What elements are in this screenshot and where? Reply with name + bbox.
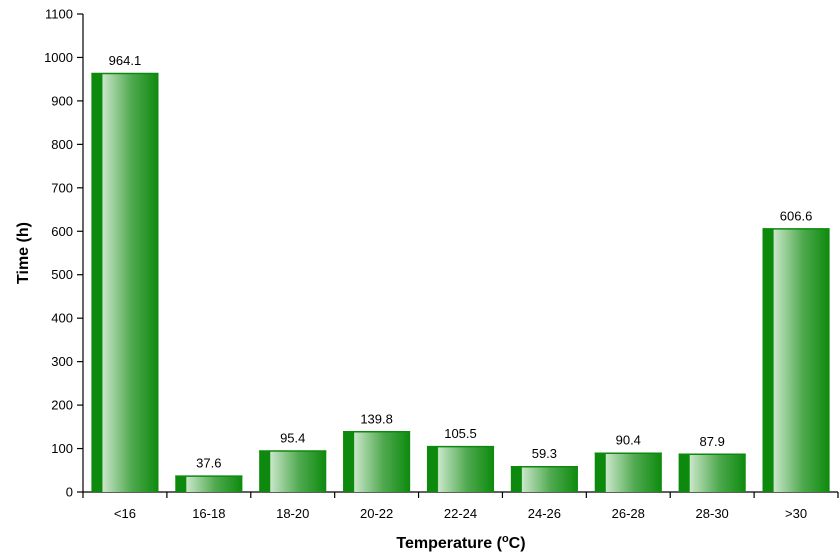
bar xyxy=(175,475,243,492)
bar-value-label: 95.4 xyxy=(280,431,305,446)
x-axis-title-main: Temperature ( xyxy=(396,535,502,552)
bars xyxy=(91,72,830,493)
bar-value-label: 59.3 xyxy=(532,446,557,461)
x-tick-label: 26-28 xyxy=(612,506,645,521)
x-tick-label: 22-24 xyxy=(444,506,477,521)
y-tick-label: 300 xyxy=(51,354,73,369)
bar xyxy=(510,466,578,492)
bar-value-label: 87.9 xyxy=(700,434,725,449)
x-tick-label: 18-20 xyxy=(276,506,309,521)
bar-value-label: 37.6 xyxy=(196,456,221,471)
x-axis-title: Temperature (oC) xyxy=(396,533,525,552)
y-tick-label: 800 xyxy=(51,137,73,152)
y-tick-label: 500 xyxy=(51,267,73,282)
y-tick-label: 1100 xyxy=(45,7,73,22)
y-tick-label: 1000 xyxy=(44,50,73,65)
x-tick-label: >30 xyxy=(785,506,807,521)
x-tick-label: 16-18 xyxy=(192,506,225,521)
bar xyxy=(678,453,746,492)
y-tick-label: 900 xyxy=(51,93,73,108)
bar xyxy=(259,450,327,492)
bar xyxy=(426,446,495,492)
bar-value-label: 964.1 xyxy=(109,53,142,68)
bar xyxy=(343,431,411,492)
data-labels: 964.1 37.6 95.4 139.8 105.5 59.3 90.4 87.9 606.6 xyxy=(109,53,813,471)
bar-value-label: 90.4 xyxy=(616,433,641,448)
y-tick-label: 200 xyxy=(51,398,73,413)
bar-value-label: 139.8 xyxy=(360,411,393,426)
x-tick-label: <16 xyxy=(114,506,136,521)
y-tick-label: 600 xyxy=(51,224,73,239)
y-axis-title: Time (h) xyxy=(15,222,32,284)
x-tick-label: 24-26 xyxy=(528,506,561,521)
y-ticks: 0 100 200 300 400 500 600 700 800 900 1000 1100 xyxy=(44,7,83,500)
bar-value-label: 105.5 xyxy=(444,426,477,441)
x-tick-label: 28-30 xyxy=(696,506,729,521)
y-tick-label: 700 xyxy=(51,180,73,195)
y-tick-label: 400 xyxy=(51,311,73,326)
y-tick-label: 0 xyxy=(66,485,73,500)
x-axis-title-end: C) xyxy=(509,535,526,552)
bar xyxy=(91,73,159,493)
bar xyxy=(762,228,830,492)
bar xyxy=(594,452,662,492)
x-ticks: <16 16-18 18-20 20-22 22-24 24-26 26-28 28-30 >3… xyxy=(82,492,839,521)
y-tick-label: 100 xyxy=(51,441,73,456)
x-tick-label: 20-22 xyxy=(360,506,393,521)
bar-value-label: 606.6 xyxy=(780,208,813,223)
x-axis-title-superscript: o xyxy=(502,533,509,545)
